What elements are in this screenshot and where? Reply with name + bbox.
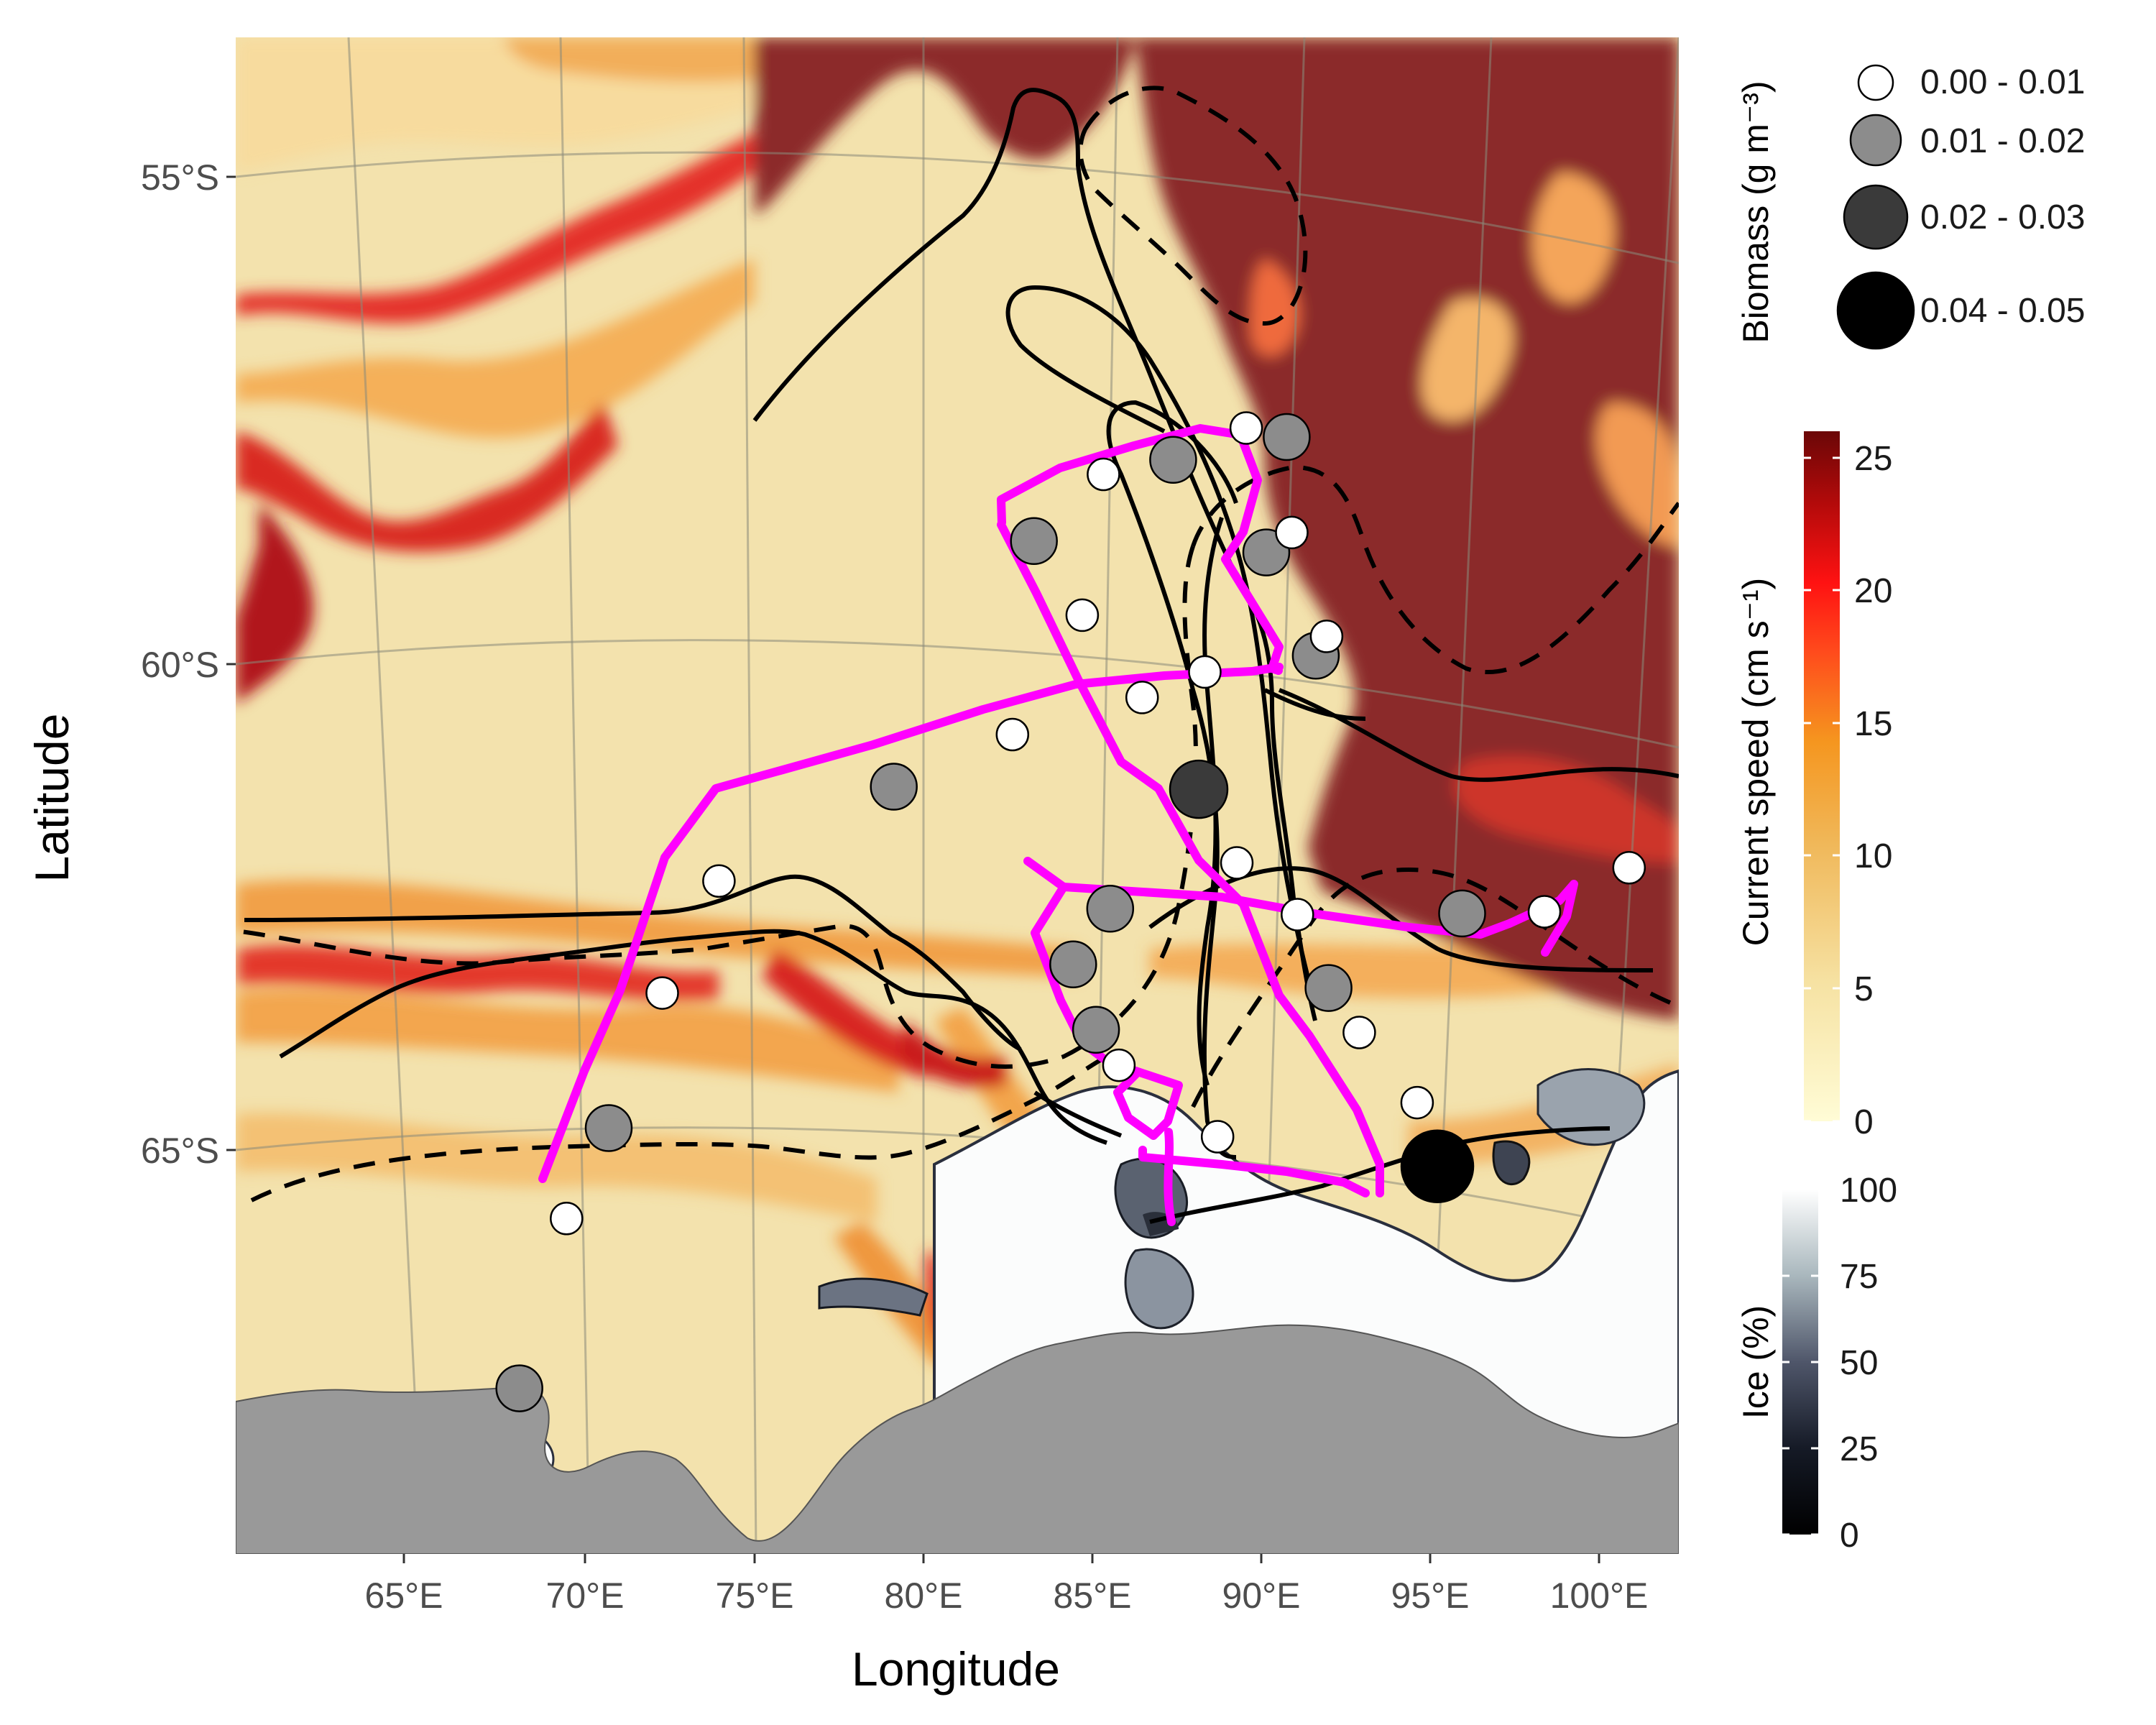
biomass-station-point (1400, 1085, 1434, 1120)
biomass-station-point (1188, 655, 1222, 689)
biomass-station-point (1087, 457, 1120, 492)
lon-tick-label: 80°E (885, 1576, 963, 1616)
lon-tick-label: 90°E (1222, 1576, 1301, 1616)
ice-tick: 75 (1840, 1258, 1878, 1296)
biomass-station-point (1281, 898, 1314, 932)
map-panel (236, 37, 1679, 1554)
biomass-station-point (1072, 1006, 1120, 1054)
biomass-key-symbol (1849, 114, 1902, 167)
current-speed-gradient (1804, 431, 1840, 1121)
biomass-station-point (1065, 598, 1100, 632)
biomass-key-label: 0.02 - 0.03 (1920, 198, 2086, 236)
current-speed-legend-title: Current speed (cm s⁻¹) (1736, 578, 1776, 947)
current-speed-tick: 10 (1854, 837, 1892, 875)
lon-tick-label: 70°E (546, 1576, 625, 1616)
y-axis-title: Latitude (25, 714, 78, 883)
biomass-station-point (1438, 889, 1486, 938)
biomass-legend-title: Biomass (g m⁻³) (1736, 80, 1776, 343)
ocean-fronts-dashed (236, 86, 1679, 1202)
current-speed-tick: 20 (1854, 572, 1892, 610)
biomass-station-point (1049, 940, 1097, 988)
biomass-station-point (584, 1104, 633, 1152)
biomass-station-point (1304, 964, 1353, 1012)
biomass-station-point (495, 1364, 543, 1412)
biomass-key-label: 0.04 - 0.05 (1920, 292, 2086, 330)
current-speed-tick: 15 (1854, 705, 1892, 743)
ice-legend-title: Ice (%) (1736, 1305, 1776, 1419)
axis-tick-marks (226, 175, 1600, 1563)
lon-tick-label: 85°E (1054, 1576, 1132, 1616)
antarctic-land (236, 1324, 1679, 1554)
lat-tick-label: 60°S (141, 645, 219, 685)
ice-tick: 25 (1840, 1430, 1878, 1468)
ice-tick: 50 (1840, 1344, 1878, 1382)
biomass-legend: Biomass (g m⁻³) 0.00 - 0.01 0.01 - 0.02 … (1736, 63, 2086, 350)
biomass-station-point (870, 763, 918, 811)
lon-tick-label: 95°E (1391, 1576, 1470, 1616)
biomass-station-point (1220, 846, 1254, 880)
ice-colorbar: Ice (%) 0 25 50 75 100 (1736, 1172, 1897, 1555)
lon-tick-label: 75°E (716, 1576, 794, 1616)
longitude-tick-labels: 65°E 70°E 75°E 80°E 85°E 90°E 95°E 100°E (365, 1576, 1649, 1616)
biomass-station-point (1527, 895, 1562, 929)
biomass-station-point (1275, 515, 1309, 550)
biomass-stations (495, 411, 1646, 1412)
lat-tick-label: 65°S (141, 1131, 219, 1171)
biomass-station-point (1612, 851, 1646, 885)
biomass-key-symbol (1836, 271, 1915, 350)
biomass-station-point (1400, 1129, 1475, 1203)
x-axis-title: Longitude (852, 1642, 1060, 1696)
biomass-station-point (702, 864, 736, 898)
biomass-station-point (1309, 620, 1344, 653)
biomass-station-point (1229, 411, 1263, 445)
biomass-station-point (550, 1202, 584, 1236)
latitude-tick-labels: 55°S 60°S 65°S (141, 157, 219, 1171)
lon-tick-label: 65°E (365, 1576, 443, 1616)
lon-tick-label: 100°E (1550, 1576, 1649, 1616)
biomass-station-point (1125, 681, 1159, 714)
current-speed-tick: 25 (1854, 440, 1892, 478)
lat-tick-label: 55°S (141, 157, 219, 198)
biomass-station-point (1263, 413, 1311, 461)
ice-tick: 100 (1840, 1172, 1897, 1210)
biomass-key-label: 0.00 - 0.01 (1920, 63, 2086, 101)
current-speed-field (236, 37, 1679, 1366)
current-speed-tick: 0 (1854, 1103, 1874, 1141)
biomass-key-symbol (1857, 64, 1894, 101)
biomass-key-symbol (1843, 184, 1909, 250)
biomass-station-point (645, 976, 679, 1010)
biomass-station-point (1200, 1120, 1235, 1154)
ice-tick: 0 (1840, 1517, 1859, 1555)
biomass-station-point (1169, 759, 1229, 819)
current-speed-colorbar: Current speed (cm s⁻¹) 0 5 10 15 20 25 (1736, 431, 1892, 1141)
biomass-station-point (1086, 884, 1135, 933)
biomass-station-point (1010, 517, 1058, 565)
biomass-station-point (1342, 1016, 1376, 1049)
biomass-key-label: 0.01 - 0.02 (1920, 122, 2086, 160)
biomass-station-point (1149, 436, 1197, 484)
biomass-station-point (1102, 1048, 1136, 1082)
cruise-track (538, 424, 1578, 1226)
biomass-station-point (995, 717, 1030, 752)
current-speed-tick: 5 (1854, 970, 1874, 1008)
